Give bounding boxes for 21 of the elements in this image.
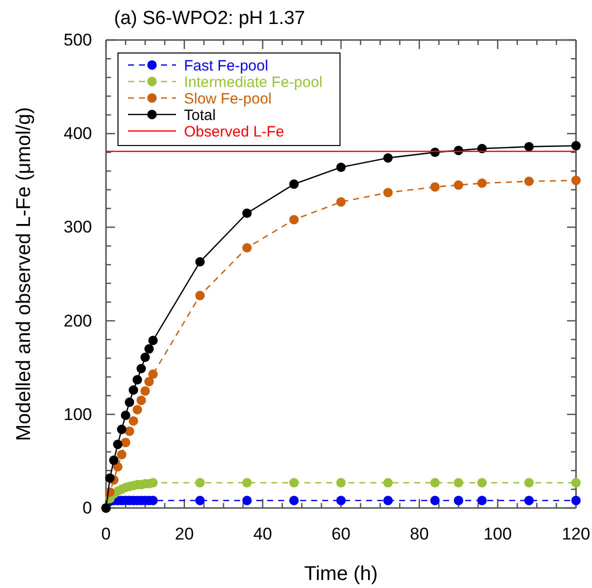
y-tick-label: 300 (64, 218, 92, 237)
y-tick-label: 500 (64, 30, 92, 50)
y-tick-label: 200 (64, 311, 92, 330)
chart-title: (a) S6-WPO2: pH 1.37 (114, 8, 306, 29)
y-tick-label: 400 (64, 124, 92, 144)
legend-label: Intermediate Fe-pool (184, 74, 322, 91)
x-tick-label: 80 (410, 524, 429, 544)
x-axis-title: Time (h) (304, 563, 378, 585)
legend-label: Fast Fe-pool (184, 57, 268, 74)
x-tick-label: 0 (101, 524, 111, 544)
x-tick-label: 120 (562, 524, 590, 544)
legend-label: Observed L-Fe (184, 123, 284, 140)
legend-label: Total (184, 106, 216, 124)
x-tick-label: 40 (253, 524, 272, 544)
x-tick-label: 100 (483, 524, 512, 544)
x-tick-label: 20 (174, 524, 194, 544)
x-tick-label: 60 (332, 524, 350, 544)
y-tick-label: 0 (82, 498, 92, 518)
legend-label: Slow Fe-pool (184, 90, 272, 108)
y-tick-label: 100 (64, 404, 92, 424)
y-axis-title: Modelled and observed L-Fe (μmol/g) (13, 107, 35, 441)
